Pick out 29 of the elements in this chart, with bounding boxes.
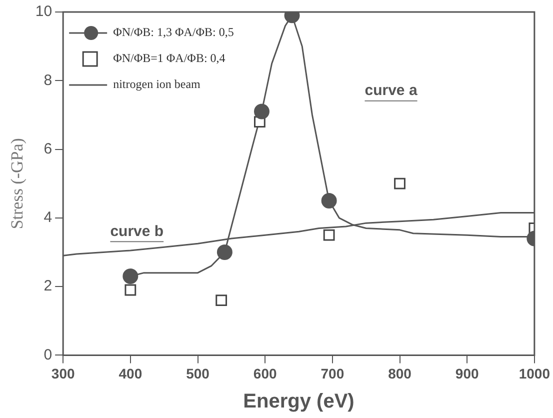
y-tick-label: 4 [44,209,52,226]
x-tick-label: 400 [118,365,142,382]
x-tick-label: 600 [253,365,277,382]
point [254,104,270,120]
y-tick-label: 10 [35,3,52,20]
x-tick-label: 300 [51,365,75,382]
legend-label: ΦN/ΦB=1 ΦA/ΦB: 0,4 [113,51,226,66]
x-axis-title: Energy (eV) [243,390,354,413]
x-tick-label: 700 [320,365,344,382]
annotation: curve a [364,82,418,100]
point [321,193,337,209]
legend-label: nitrogen ion beam [113,77,202,92]
y-tick-label: 8 [44,72,52,89]
point [394,178,406,190]
y-axis-title: Stress (-GPa) [8,138,27,230]
legend-label: ΦN/ΦB: 1,3 ΦA/ΦB: 0,5 [113,25,234,40]
x-tick-label: 1000 [518,365,550,382]
x-tick-label: 500 [186,365,210,382]
x-tick-label: 800 [388,365,412,382]
point [216,294,228,306]
annotation: curve b [110,222,164,240]
y-tick-label: 2 [44,278,52,295]
point [124,284,136,296]
point [122,268,138,284]
y-tick-label: 6 [44,140,52,158]
x-tick-label: 900 [455,365,479,382]
point [216,244,232,260]
y-tick-label: 0 [44,346,52,364]
point [323,229,335,241]
